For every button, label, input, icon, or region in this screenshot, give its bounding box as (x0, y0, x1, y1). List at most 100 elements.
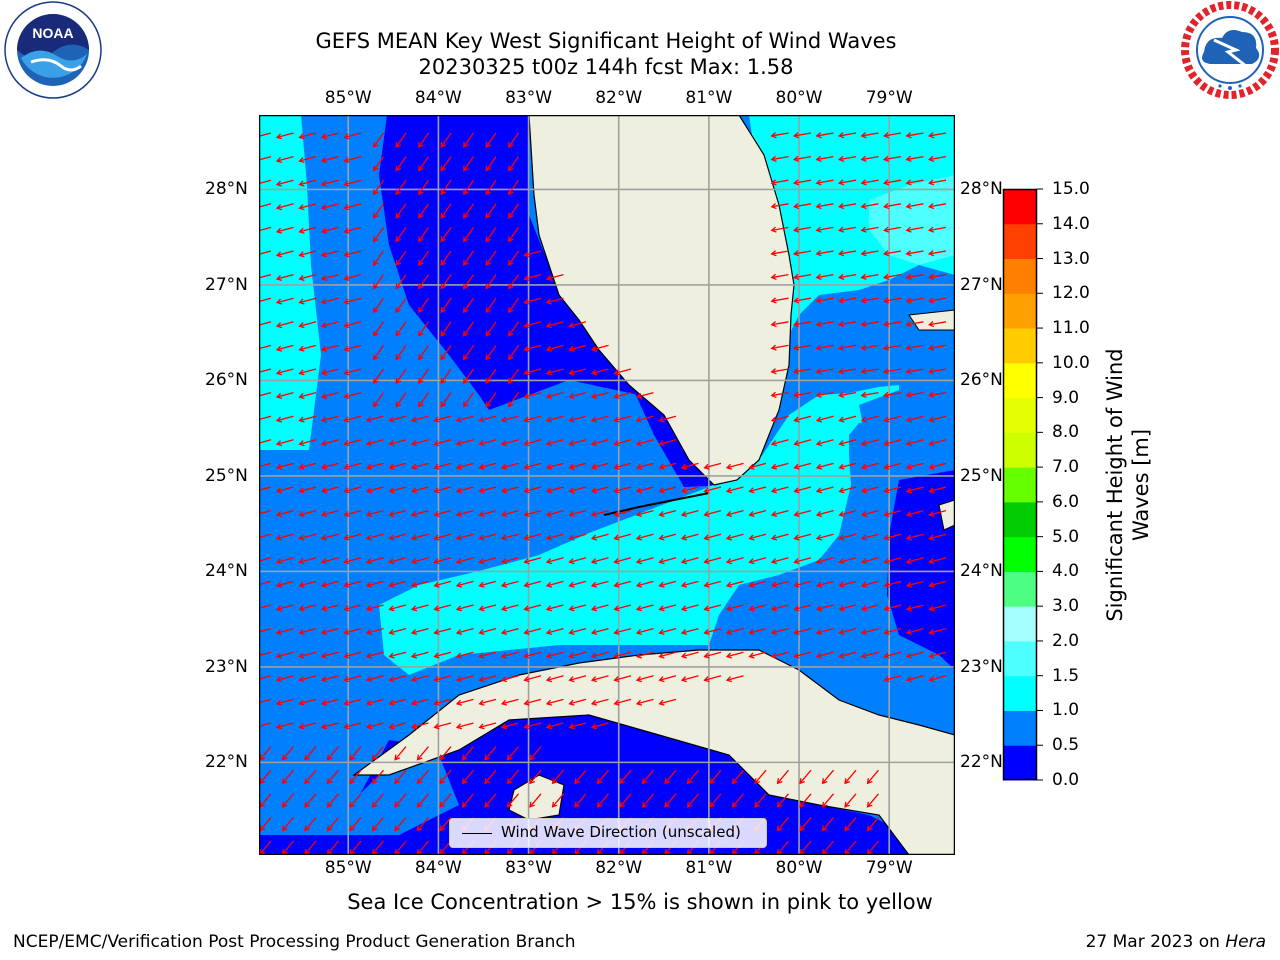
wave-direction-arrowhead (298, 274, 305, 282)
wave-direction-arrow (456, 651, 474, 658)
wave-direction-arrowhead (590, 605, 598, 612)
wave-direction-arrow (259, 155, 272, 161)
wave-direction-arrowhead (658, 487, 665, 494)
wave-direction-arrow (321, 226, 339, 233)
wave-direction-arrowhead (658, 676, 665, 683)
wave-direction-arrowhead (703, 652, 710, 659)
colorbar-bin (1003, 223, 1037, 260)
wave-direction-arrow (546, 557, 564, 563)
wave-direction-arrowhead (635, 581, 643, 588)
wave-direction-arrowhead (461, 754, 468, 761)
wave-direction-arrowhead (838, 581, 845, 588)
wave-direction-arrowhead (815, 534, 823, 541)
wave-direction-arrow (485, 297, 497, 313)
wave-direction-arrowhead (373, 141, 379, 148)
wave-direction-arrow (440, 132, 452, 148)
wave-direction-arrow (659, 533, 677, 540)
wave-direction-arrow (569, 509, 587, 516)
wave-direction-arrowhead (418, 189, 424, 196)
wave-direction-arrow (417, 840, 429, 855)
wave-direction-arrow (569, 439, 587, 445)
wave-direction-arrow (636, 462, 654, 469)
wave-direction-arrow (681, 651, 699, 658)
wave-direction-arrow (373, 132, 385, 148)
wave-direction-arrowhead (844, 778, 851, 785)
wave-direction-arrow (642, 769, 654, 784)
wave-direction-arrow (771, 509, 789, 516)
wave-direction-arrow (344, 368, 362, 375)
wave-direction-arrowhead (365, 652, 373, 659)
wave-direction-arrowhead (506, 801, 513, 808)
wave-direction-arrow (463, 179, 475, 195)
wave-direction-arrow (614, 604, 632, 611)
wave-direction-arrowhead (298, 723, 305, 730)
wave-direction-arrow (411, 651, 429, 658)
wave-direction-arrowhead (770, 202, 777, 210)
wave-direction-arrowhead (304, 825, 311, 832)
wave-direction-arrow (777, 769, 789, 784)
wave-direction-arrow (418, 156, 430, 171)
wave-direction-arrow (687, 793, 699, 808)
wave-direction-arrow (884, 344, 902, 349)
wave-direction-arrow (373, 345, 385, 360)
wave-direction-arrowhead (590, 440, 598, 447)
wave-direction-arrow (484, 746, 497, 761)
wave-direction-arrow (569, 580, 587, 587)
wave-direction-arrow (485, 368, 497, 384)
wave-direction-arrow (906, 486, 924, 493)
wave-direction-arrowhead (275, 723, 283, 730)
wave-direction-arrowhead (568, 510, 575, 518)
wave-direction-arrowhead (860, 605, 868, 612)
wave-direction-arrowhead (506, 778, 513, 785)
wave-direction-arrowhead (388, 416, 395, 423)
colorbar-bin (1003, 258, 1037, 294)
wave-direction-arrowhead (320, 558, 328, 565)
wave-direction-arrowhead (545, 440, 553, 447)
wave-direction-arrow (816, 344, 834, 349)
lon-label: 85°W (324, 88, 372, 108)
wave-direction-arrow (529, 746, 542, 761)
wave-direction-arrowhead (883, 132, 890, 139)
wave-direction-arrow (389, 533, 407, 540)
wave-direction-arrowhead (928, 534, 935, 541)
wave-direction-arrow (276, 651, 294, 658)
wave-direction-arrow (884, 273, 902, 279)
wave-direction-arrow (861, 226, 879, 231)
wave-direction-arrow (614, 509, 632, 516)
wave-direction-arrowhead (815, 297, 822, 304)
wave-direction-arrow (440, 297, 452, 313)
wave-direction-arrowhead (298, 392, 305, 400)
wave-direction-arrow (771, 250, 789, 255)
wave-direction-arrow (704, 462, 722, 469)
wave-direction-arrowhead (439, 778, 446, 785)
wave-direction-arrow (749, 580, 767, 587)
wave-direction-arrow (418, 227, 430, 242)
wave-direction-arrowhead (551, 778, 558, 785)
wave-direction-arrowhead (793, 628, 800, 636)
wave-direction-arrowhead (928, 440, 935, 447)
wave-direction-arrowhead (725, 652, 733, 659)
wave-direction-arrowhead (551, 801, 558, 808)
wave-direction-arrow (884, 439, 902, 445)
wave-direction-arrowhead (485, 259, 492, 266)
wave-direction-arrow (614, 368, 632, 375)
wave-direction-arrowhead (838, 463, 845, 470)
wave-direction-arrow (906, 344, 924, 349)
wave-direction-arrow (636, 486, 654, 493)
wave-direction-arrowhead (928, 132, 935, 139)
wave-direction-arrow (749, 627, 767, 634)
wave-direction-arrowhead (455, 558, 463, 565)
wave-direction-arrow (771, 226, 789, 231)
wave-direction-arrowhead (905, 273, 912, 280)
wave-direction-arrowhead (298, 227, 305, 234)
wave-direction-arrowhead (568, 628, 575, 636)
wave-direction-arrowhead (770, 581, 778, 588)
wave-direction-arrow (456, 415, 474, 422)
wave-direction-arrow (777, 840, 789, 855)
wave-direction-arrow (704, 675, 722, 681)
wave-direction-arrow (867, 769, 879, 784)
wave-direction-arrowhead (838, 155, 845, 162)
wave-direction-arrow (276, 533, 294, 540)
wave-direction-arrow (569, 415, 587, 422)
wave-direction-arrowhead (320, 369, 328, 376)
